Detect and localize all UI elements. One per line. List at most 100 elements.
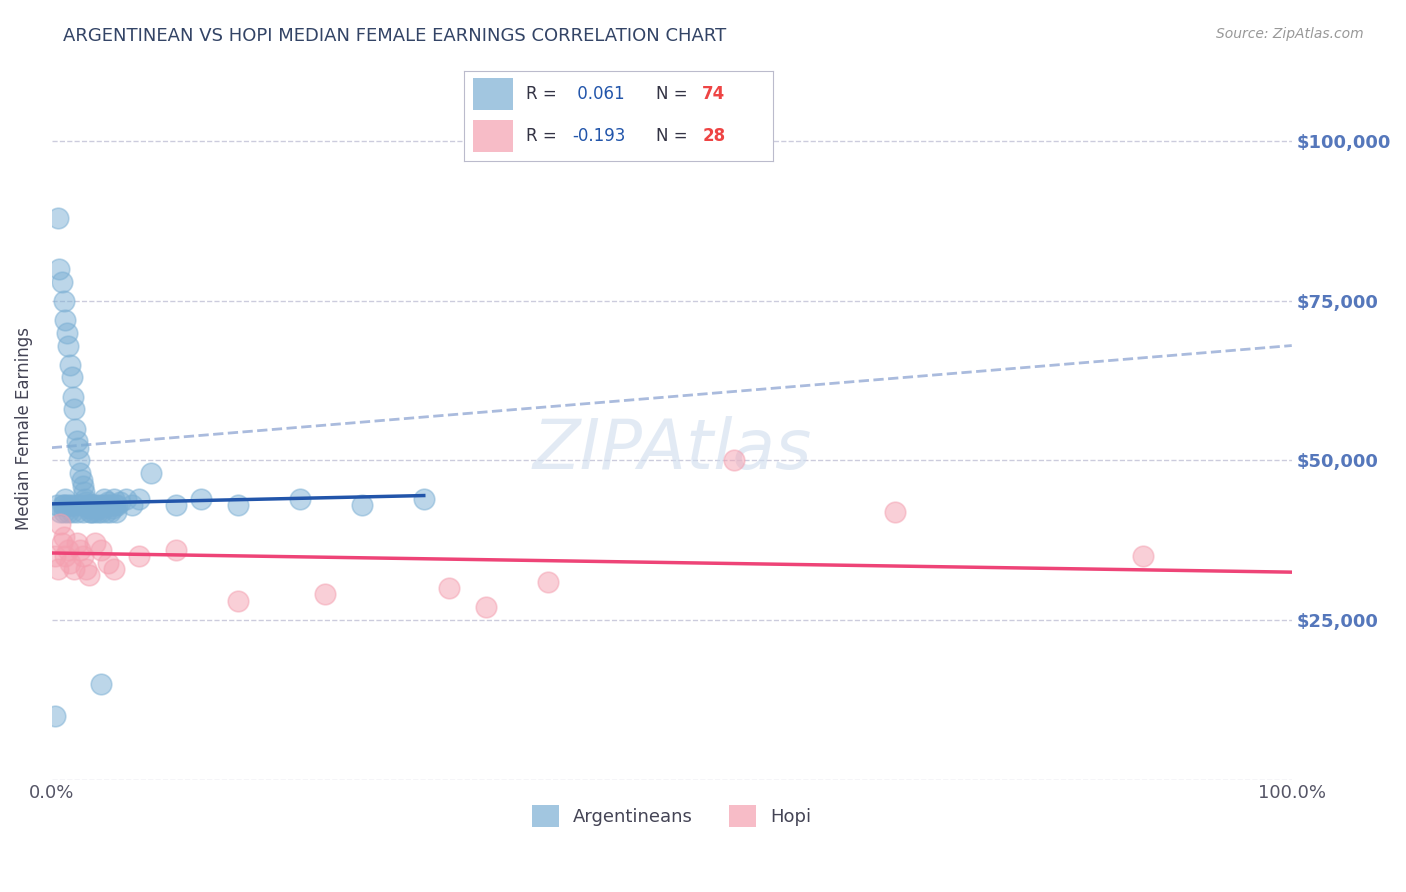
Point	[84, 498, 107, 512]
Text: R =: R =	[526, 85, 562, 103]
Point	[437, 581, 460, 595]
Point	[55, 326, 77, 340]
Point	[59, 498, 82, 512]
Point	[46, 211, 69, 225]
Point	[51, 275, 73, 289]
Point	[97, 498, 120, 512]
Point	[96, 495, 118, 509]
Point	[76, 498, 98, 512]
Point	[288, 491, 311, 506]
Point	[65, 434, 87, 449]
Point	[55, 313, 77, 327]
Point	[89, 501, 111, 516]
Y-axis label: Median Female Earnings: Median Female Earnings	[15, 327, 32, 530]
Point	[72, 504, 94, 518]
Text: N =: N =	[655, 127, 693, 145]
Point	[63, 498, 86, 512]
Point	[103, 562, 125, 576]
Point	[82, 498, 104, 512]
Point	[86, 501, 108, 516]
Point	[90, 677, 112, 691]
Text: Source: ZipAtlas.com: Source: ZipAtlas.com	[1216, 27, 1364, 41]
Point	[77, 501, 100, 516]
Text: ZIPAtlas: ZIPAtlas	[531, 416, 811, 483]
Point	[165, 542, 187, 557]
Point	[80, 504, 103, 518]
Point	[350, 498, 373, 512]
Point	[121, 498, 143, 512]
Point	[86, 504, 108, 518]
Point	[101, 501, 124, 516]
Point	[53, 498, 76, 512]
Point	[73, 485, 96, 500]
Point	[56, 338, 79, 352]
Point	[76, 495, 98, 509]
Text: 28: 28	[702, 127, 725, 145]
Legend: Argentineans, Hopi: Argentineans, Hopi	[524, 797, 820, 834]
Point	[98, 504, 121, 518]
Point	[55, 491, 77, 506]
Point	[63, 402, 86, 417]
Point	[62, 390, 84, 404]
Point	[51, 536, 73, 550]
Point	[66, 441, 89, 455]
Point	[70, 473, 93, 487]
Point	[48, 262, 70, 277]
Point	[56, 542, 79, 557]
Point	[45, 498, 67, 512]
Point	[65, 421, 87, 435]
Point	[226, 498, 249, 512]
Point	[52, 498, 75, 512]
Point	[83, 504, 105, 518]
Point	[90, 542, 112, 557]
Point	[49, 517, 72, 532]
Point	[91, 498, 114, 512]
Text: -0.193: -0.193	[572, 127, 626, 145]
Point	[56, 504, 79, 518]
Point	[107, 498, 129, 512]
Point	[60, 370, 83, 384]
Point	[72, 549, 94, 564]
Point	[44, 708, 66, 723]
Text: N =: N =	[655, 85, 693, 103]
Point	[84, 536, 107, 550]
Point	[104, 498, 127, 512]
Point	[76, 562, 98, 576]
Point	[115, 491, 138, 506]
Point	[105, 504, 128, 518]
Text: 74: 74	[702, 85, 725, 103]
Text: ARGENTINEAN VS HOPI MEDIAN FEMALE EARNINGS CORRELATION CHART: ARGENTINEAN VS HOPI MEDIAN FEMALE EARNIN…	[63, 27, 727, 45]
Point	[75, 491, 97, 506]
Point	[63, 562, 86, 576]
Point	[77, 498, 100, 512]
Point	[94, 498, 117, 512]
Point	[49, 504, 72, 518]
Point	[537, 574, 560, 589]
Point	[314, 587, 336, 601]
Text: R =: R =	[526, 127, 562, 145]
Point	[69, 467, 91, 481]
Point	[474, 600, 496, 615]
Text: 0.061: 0.061	[572, 85, 624, 103]
Point	[96, 556, 118, 570]
Point	[65, 504, 87, 518]
Point	[44, 549, 66, 564]
Point	[226, 594, 249, 608]
Point	[77, 568, 100, 582]
Point	[96, 504, 118, 518]
Point	[59, 556, 82, 570]
Point	[65, 536, 87, 550]
Point	[412, 491, 434, 506]
Point	[87, 498, 110, 512]
Point	[93, 491, 115, 506]
Point	[128, 549, 150, 564]
Point	[1132, 549, 1154, 564]
Point	[79, 504, 101, 518]
Point	[60, 504, 83, 518]
Point	[67, 453, 90, 467]
Point	[55, 549, 77, 564]
Point	[723, 453, 745, 467]
Point	[139, 467, 162, 481]
Point	[72, 479, 94, 493]
Point	[53, 504, 76, 518]
